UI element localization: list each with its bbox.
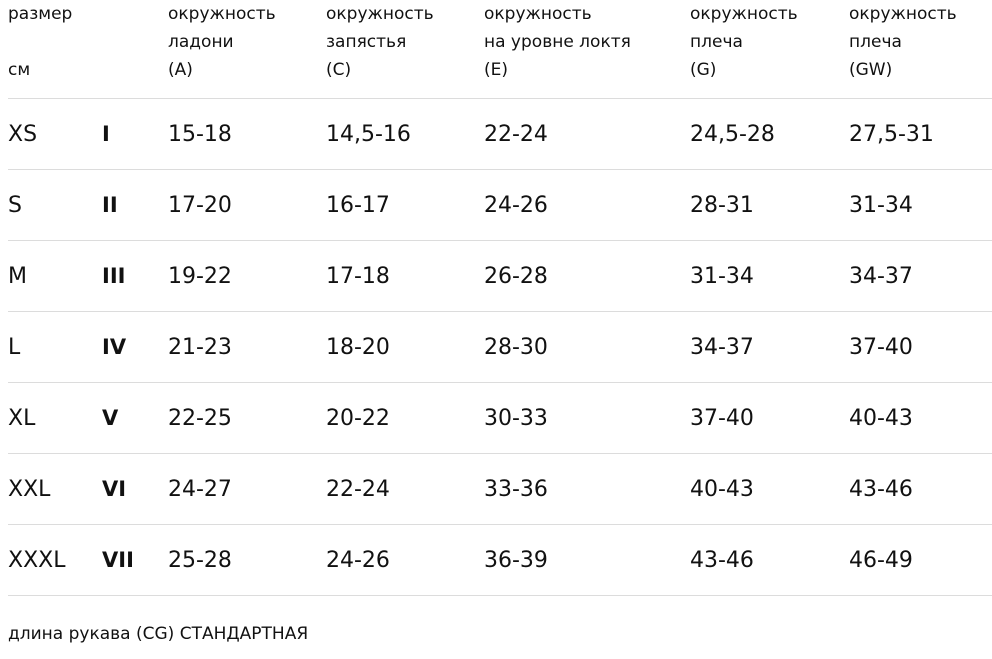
palm-cell: 24-27 [168, 453, 326, 525]
roman-size-cell: IV [102, 311, 168, 383]
shoulder-gw-cell: 43-46 [849, 453, 992, 525]
roman-size-cell: III [102, 240, 168, 312]
elbow-cell: 22-24 [484, 98, 690, 170]
shoulder-gw-cell: 34-37 [849, 240, 992, 312]
shoulder-g-cell: 24,5-28 [690, 98, 849, 170]
roman-size-cell: VI [102, 453, 168, 525]
wrist-cell: 20-22 [326, 382, 484, 454]
palm-cell: 21-23 [168, 311, 326, 383]
header-wrist: окружность запястья (C) [326, 0, 484, 99]
palm-cell: 22-25 [168, 382, 326, 454]
table-row: XL V 22-25 20-22 30-33 37-40 40-43 [8, 382, 992, 454]
size-cell: XL [8, 382, 102, 454]
shoulder-g-cell: 43-46 [690, 524, 849, 596]
wrist-cell: 24-26 [326, 524, 484, 596]
elbow-cell: 26-28 [484, 240, 690, 312]
elbow-cell: 33-36 [484, 453, 690, 525]
elbow-cell: 36-39 [484, 524, 690, 596]
header-shoulder-g: окружность плеча (G) [690, 0, 849, 99]
size-cell: M [8, 240, 102, 312]
palm-cell: 19-22 [168, 240, 326, 312]
palm-cell: 17-20 [168, 169, 326, 241]
header-roman [102, 0, 168, 99]
table-row: XXL VI 24-27 22-24 33-36 40-43 43-46 [8, 453, 992, 525]
shoulder-gw-cell: 31-34 [849, 169, 992, 241]
roman-size-cell: V [102, 382, 168, 454]
wrist-cell: 22-24 [326, 453, 484, 525]
roman-size-cell: II [102, 169, 168, 241]
shoulder-g-cell: 37-40 [690, 382, 849, 454]
elbow-cell: 30-33 [484, 382, 690, 454]
shoulder-g-cell: 31-34 [690, 240, 849, 312]
roman-size-cell: VII [102, 524, 168, 596]
palm-cell: 25-28 [168, 524, 326, 596]
size-cell: XXL [8, 453, 102, 525]
wrist-cell: 17-18 [326, 240, 484, 312]
table-row: L IV 21-23 18-20 28-30 34-37 37-40 [8, 311, 992, 383]
shoulder-gw-cell: 46-49 [849, 524, 992, 596]
size-cell: L [8, 311, 102, 383]
table-row: M III 19-22 17-18 26-28 31-34 34-37 [8, 240, 992, 312]
header-palm: окружность ладони (A) [168, 0, 326, 99]
elbow-cell: 28-30 [484, 311, 690, 383]
header-size: размер см [8, 0, 102, 99]
elbow-cell: 24-26 [484, 169, 690, 241]
wrist-cell: 18-20 [326, 311, 484, 383]
shoulder-gw-cell: 27,5-31 [849, 98, 992, 170]
table-row: XS I 15-18 14,5-16 22-24 24,5-28 27,5-31 [8, 98, 992, 170]
size-cell: XXXL [8, 524, 102, 596]
size-table: размер см окружность ладони (A) окружнос… [8, 0, 992, 596]
palm-cell: 15-18 [168, 98, 326, 170]
table-row: S II 17-20 16-17 24-26 28-31 31-34 [8, 169, 992, 241]
header-elbow: окружность на уровне локтя (E) [484, 0, 690, 99]
roman-size-cell: I [102, 98, 168, 170]
wrist-cell: 16-17 [326, 169, 484, 241]
wrist-cell: 14,5-16 [326, 98, 484, 170]
size-cell: XS [8, 98, 102, 170]
shoulder-g-cell: 34-37 [690, 311, 849, 383]
sleeve-length-note: длина рукава (CG) СТАНДАРТНАЯ [8, 624, 309, 644]
shoulder-g-cell: 28-31 [690, 169, 849, 241]
size-cell: S [8, 169, 102, 241]
shoulder-g-cell: 40-43 [690, 453, 849, 525]
header-shoulder-gw: окружность плеча (GW) [849, 0, 992, 99]
shoulder-gw-cell: 37-40 [849, 311, 992, 383]
shoulder-gw-cell: 40-43 [849, 382, 992, 454]
table-header-row: размер см окружность ладони (A) окружнос… [8, 0, 992, 99]
table-row: XXXL VII 25-28 24-26 36-39 43-46 46-49 [8, 524, 992, 596]
